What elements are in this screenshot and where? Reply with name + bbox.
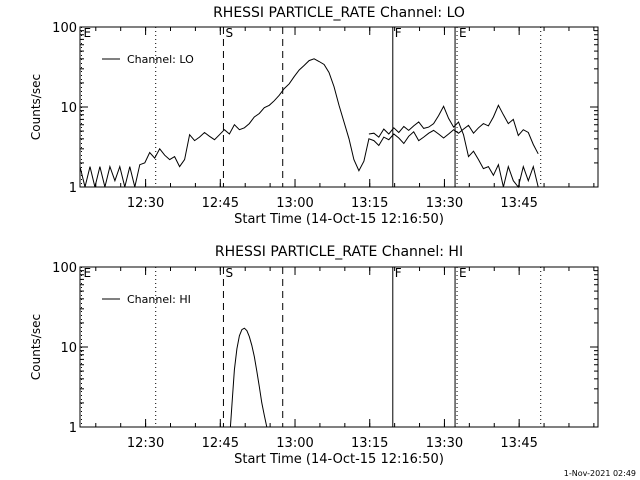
event-marker-label: F (395, 26, 402, 40)
legend-label: Channel: LO (127, 53, 194, 66)
series-line (229, 327, 268, 428)
x-tick-label: 13:15 (351, 196, 388, 211)
x-tick-label: 13:00 (276, 196, 313, 211)
x-tick-label: 13:30 (426, 436, 463, 451)
series-line (368, 105, 598, 189)
x-tick-label: 12:45 (202, 196, 239, 211)
chart-title: RHESSI PARTICLE_RATE Channel: LO (213, 5, 465, 21)
x-tick-label: 12:45 (202, 436, 239, 451)
chart-title: RHESSI PARTICLE_RATE Channel: HI (215, 244, 463, 260)
x-tick-label: 12:30 (127, 436, 164, 451)
event-marker-label: E (83, 26, 91, 40)
event-marker-label: E (459, 266, 467, 280)
x-tick-label: 13:15 (351, 436, 388, 451)
event-marker-label: E (459, 26, 467, 40)
y-tick-label: 10 (60, 341, 77, 356)
legend-label: Channel: HI (127, 293, 191, 306)
y-tick-label: 1 (69, 181, 77, 196)
y-tick-label: 1 (69, 421, 77, 436)
y-axis-label: Counts/sec (29, 74, 43, 140)
event-marker-label: E (83, 266, 91, 280)
event-marker-label: S (225, 26, 233, 40)
x-axis-label: Start Time (14-Oct-15 12:16:50) (234, 452, 444, 467)
event-marker-label: S (225, 266, 233, 280)
series-line (79, 58, 539, 188)
y-tick-label: 100 (52, 21, 77, 36)
x-tick-label: 13:45 (500, 196, 537, 211)
x-tick-label: 13:45 (500, 436, 537, 451)
x-tick-label: 12:30 (127, 196, 164, 211)
y-tick-label: 10 (60, 101, 77, 116)
y-axis-label: Counts/sec (29, 314, 43, 380)
y-tick-label: 100 (52, 261, 77, 276)
event-marker-label: F (395, 266, 402, 280)
x-tick-label: 13:00 (276, 436, 313, 451)
x-tick-label: 13:30 (426, 196, 463, 211)
x-axis-label: Start Time (14-Oct-15 12:16:50) (234, 212, 444, 227)
creation-timestamp: 1-Nov-2021 02:49 (563, 469, 636, 478)
plot-frame (79, 266, 599, 428)
